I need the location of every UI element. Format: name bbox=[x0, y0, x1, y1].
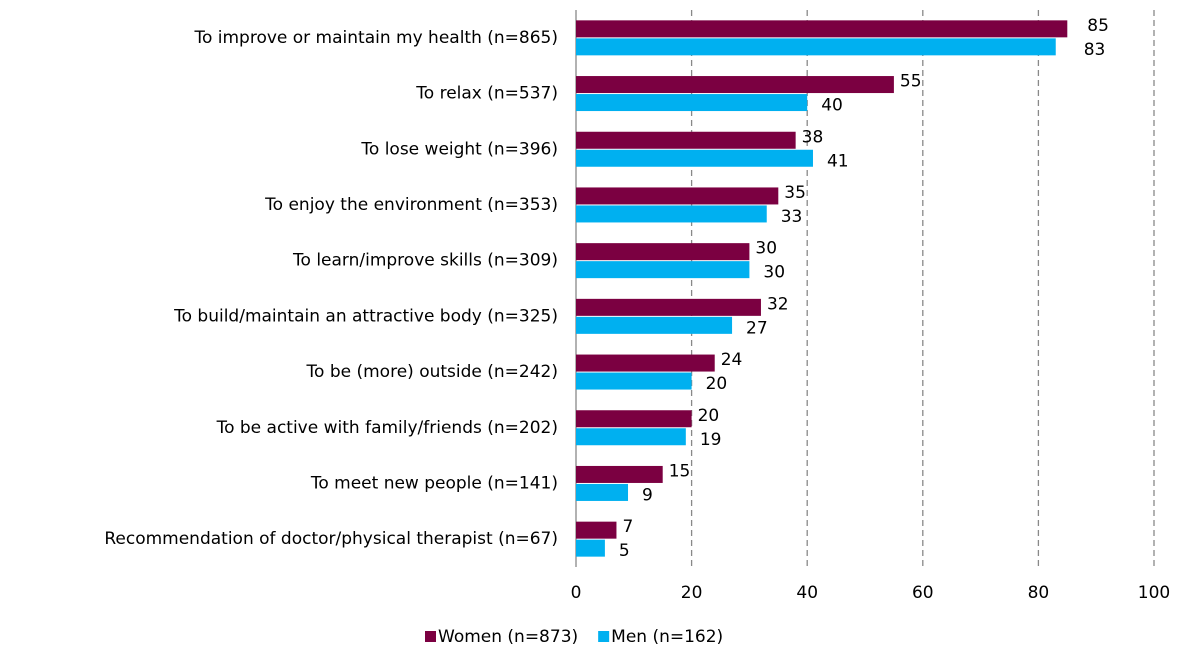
bar bbox=[576, 205, 767, 223]
bar bbox=[576, 76, 894, 94]
legend-swatch bbox=[598, 631, 610, 642]
y-tick-label: To meet new people (n=141) bbox=[310, 473, 558, 493]
bar bbox=[576, 298, 761, 316]
legend-label: Women (n=873) bbox=[438, 627, 578, 647]
bar bbox=[576, 187, 779, 205]
legend-swatch bbox=[425, 631, 436, 642]
value-label: 35 bbox=[784, 183, 806, 203]
value-label: 41 bbox=[827, 151, 849, 171]
bar bbox=[576, 131, 796, 149]
bar bbox=[576, 539, 605, 557]
value-label: 9 bbox=[642, 485, 653, 505]
value-label: 40 bbox=[821, 96, 843, 116]
value-label: 83 bbox=[1084, 40, 1106, 60]
y-tick-label: To learn/improve skills (n=309) bbox=[292, 251, 558, 271]
value-label: 30 bbox=[763, 263, 785, 283]
bar bbox=[576, 38, 1056, 56]
x-tick-label: 20 bbox=[681, 583, 703, 603]
value-label: 33 bbox=[781, 207, 803, 227]
value-label: 7 bbox=[622, 517, 633, 537]
y-tick-label: To build/maintain an attractive body (n=… bbox=[173, 306, 558, 326]
bar bbox=[576, 465, 663, 483]
value-label: 15 bbox=[669, 461, 691, 481]
x-tick-label: 100 bbox=[1138, 583, 1170, 603]
bar bbox=[576, 483, 629, 501]
value-label: 32 bbox=[767, 294, 789, 314]
bar bbox=[576, 261, 750, 279]
value-label: 55 bbox=[900, 72, 922, 92]
y-tick-label: To improve or maintain my health (n=865) bbox=[193, 28, 558, 48]
value-label: 20 bbox=[698, 406, 720, 426]
value-label: 38 bbox=[802, 127, 824, 147]
y-tick-label: To be active with family/friends (n=202) bbox=[216, 418, 558, 438]
value-label: 20 bbox=[706, 374, 728, 394]
x-tick-label: 60 bbox=[912, 583, 934, 603]
bar bbox=[576, 20, 1068, 38]
bar bbox=[576, 149, 813, 167]
value-label: 5 bbox=[619, 541, 630, 561]
value-label: 30 bbox=[755, 239, 777, 259]
x-tick-label: 40 bbox=[796, 583, 818, 603]
value-label: 27 bbox=[746, 318, 768, 338]
value-label: 24 bbox=[721, 350, 743, 370]
y-tick-label: To relax (n=537) bbox=[415, 84, 558, 104]
bar bbox=[576, 243, 750, 261]
bar bbox=[576, 94, 808, 112]
legend-label: Men (n=162) bbox=[611, 627, 723, 647]
bar bbox=[576, 372, 692, 390]
bar bbox=[576, 428, 686, 446]
bar bbox=[576, 354, 715, 372]
y-tick-label: To be (more) outside (n=242) bbox=[306, 362, 558, 382]
bar bbox=[576, 316, 733, 334]
x-tick-label: 80 bbox=[1028, 583, 1050, 603]
y-tick-label: Recommendation of doctor/physical therap… bbox=[104, 529, 558, 549]
x-tick-label: 0 bbox=[571, 583, 582, 603]
y-tick-label: To lose weight (n=396) bbox=[360, 139, 558, 159]
y-tick-label: To enjoy the environment (n=353) bbox=[264, 195, 558, 215]
bar bbox=[576, 410, 692, 428]
bar bbox=[576, 521, 617, 539]
value-label: 85 bbox=[1087, 16, 1109, 36]
value-label: 19 bbox=[700, 430, 722, 450]
